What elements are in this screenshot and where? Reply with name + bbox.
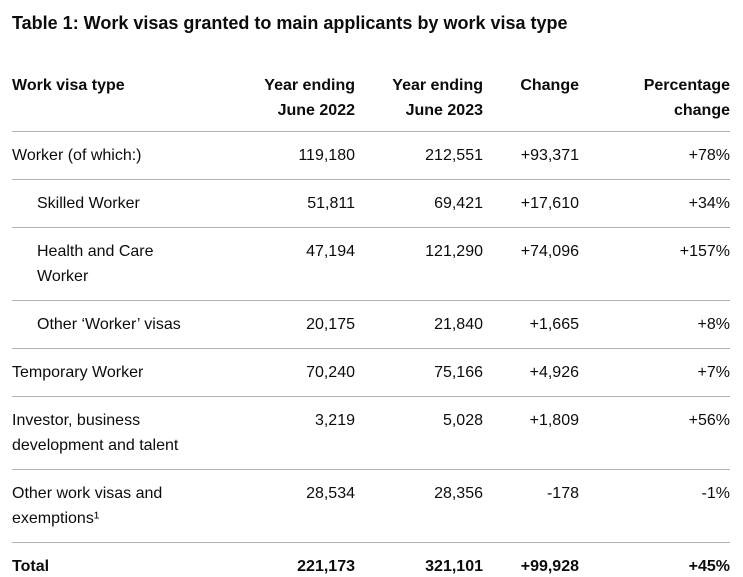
visa-type-cell: Skilled Worker bbox=[37, 195, 140, 212]
percentage-change-cell: -1% bbox=[701, 485, 730, 502]
visa-type-cell: Worker (of which:) bbox=[12, 147, 142, 164]
column-header: Percentage change bbox=[643, 77, 730, 119]
visa-type-cell: Health and Care Worker bbox=[37, 243, 154, 285]
table-row: Health and Care Worker 47,194 121,290 +7… bbox=[12, 228, 730, 301]
table-row: Worker (of which:) 119,180 212,551 +93,3… bbox=[12, 132, 730, 180]
change-cell: +99,928 bbox=[520, 558, 579, 575]
change-cell: +1,665 bbox=[529, 316, 579, 333]
percentage-change-cell: +7% bbox=[697, 364, 730, 381]
column-header: Change bbox=[520, 77, 579, 94]
year-ending-2023-cell: 75,166 bbox=[434, 364, 483, 381]
year-ending-2023-cell: 5,028 bbox=[442, 412, 483, 429]
table-row: Other work visas and exemptions¹ 28,534 … bbox=[12, 470, 730, 543]
year-ending-2022-cell: 20,175 bbox=[306, 316, 355, 333]
year-ending-2022-cell: 28,534 bbox=[306, 485, 355, 502]
visa-type-cell: Other work visas and exemptions¹ bbox=[12, 485, 163, 527]
percentage-change-cell: +157% bbox=[679, 243, 730, 260]
percentage-change-cell: +78% bbox=[688, 147, 730, 164]
change-cell: +4,926 bbox=[529, 364, 579, 381]
year-ending-2023-cell: 21,840 bbox=[434, 316, 483, 333]
year-ending-2023-cell: 28,356 bbox=[434, 485, 483, 502]
change-cell: +74,096 bbox=[520, 243, 579, 260]
year-ending-2022-cell: 47,194 bbox=[306, 243, 355, 260]
year-ending-2022-cell: 3,219 bbox=[314, 412, 355, 429]
year-ending-2023-cell: 69,421 bbox=[434, 195, 483, 212]
year-ending-2022-cell: 221,173 bbox=[297, 558, 355, 575]
change-cell: -178 bbox=[546, 485, 579, 502]
year-ending-2022-cell: 51,811 bbox=[307, 195, 355, 212]
table-row: Investor, business development and talen… bbox=[12, 397, 730, 470]
header-row: Work visa type Year ending June 2022 Year … bbox=[12, 73, 730, 132]
table-body: Worker (of which:) 119,180 212,551 +93,3… bbox=[12, 132, 730, 577]
change-cell: +93,371 bbox=[520, 147, 579, 164]
column-header: Year ending June 2022 bbox=[264, 77, 355, 119]
column-header: Work visa type bbox=[12, 77, 125, 94]
visa-type-cell: Other ‘Worker’ visas bbox=[37, 316, 181, 333]
percentage-change-cell: +45% bbox=[688, 558, 730, 575]
visa-type-cell: Total bbox=[12, 558, 50, 575]
change-cell: +17,610 bbox=[520, 195, 579, 212]
table-row: Other ‘Worker’ visas 20,175 21,840 +1,66… bbox=[12, 301, 730, 349]
percentage-change-cell: +8% bbox=[697, 316, 730, 333]
year-ending-2023-cell: 212,551 bbox=[425, 147, 483, 164]
year-ending-2022-cell: 70,240 bbox=[306, 364, 355, 381]
work-visas-table: Work visa type Year ending June 2022 Year … bbox=[12, 73, 730, 577]
table-row: Temporary Worker 70,240 75,166 +4,926 +7… bbox=[12, 349, 730, 397]
year-ending-2023-cell: 121,290 bbox=[425, 243, 483, 260]
year-ending-2023-cell: 321,101 bbox=[425, 558, 483, 575]
table-header: Work visa type Year ending June 2022 Year … bbox=[12, 73, 730, 132]
column-header: Year ending June 2023 bbox=[392, 77, 483, 119]
percentage-change-cell: +34% bbox=[688, 195, 730, 212]
percentage-change-cell: +56% bbox=[688, 412, 730, 429]
change-cell: +1,809 bbox=[529, 412, 579, 429]
table-row: Total 221,173 321,101 +99,928 +45% bbox=[12, 543, 730, 577]
table-title: Table 1: Work visas granted to main appl… bbox=[12, 13, 568, 33]
visa-type-cell: Investor, business development and talen… bbox=[12, 412, 179, 454]
year-ending-2022-cell: 119,180 bbox=[298, 147, 355, 164]
visa-type-cell: Temporary Worker bbox=[12, 364, 144, 381]
table-row: Skilled Worker 51,811 69,421 +17,610 +34… bbox=[12, 180, 730, 228]
